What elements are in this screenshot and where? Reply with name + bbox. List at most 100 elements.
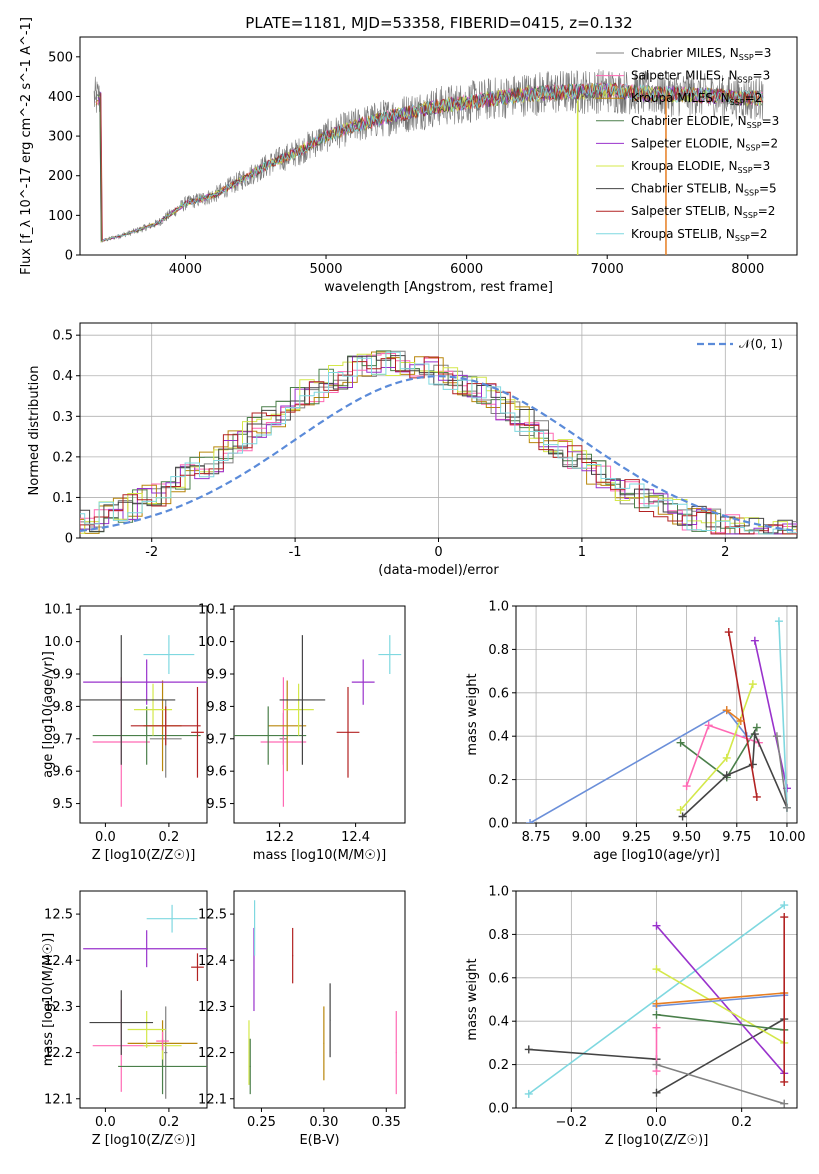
y-tick-label: 9.9	[52, 668, 73, 683]
weight-point	[678, 812, 687, 821]
axes-residuals: -2 -1 0 1 2 0 0.1 0.2 0.3 0.4 0.5 (data-model)/erro…	[27, 322, 798, 578]
x-tick-label: 0.0	[95, 830, 116, 845]
legend-value: =3	[753, 159, 771, 173]
legend-entry: Chabrier STELIB, NSSP=5	[631, 182, 777, 198]
axes-age-vs-Z: 0.0 0.2 9.5 9.6 9.7 9.8 9.9 10.0 10.1 Z [log10(Z/…	[41, 603, 208, 863]
axes-mass-vs-EBV: 0.25 0.30 0.35 12.1 12.2 12.3 12.4 12.5 E(B-V)	[198, 890, 406, 1148]
weight-point	[748, 760, 757, 769]
x-axis-label: Z [log10(Z/Z☉)]	[92, 1133, 196, 1148]
errorbars-age-vs-Z	[80, 635, 207, 807]
y-tick-label: 300	[48, 130, 73, 145]
errorbars-mass-vs-Z	[83, 904, 207, 1099]
weight-line	[728, 631, 758, 798]
y-tick-label: 9.5	[206, 797, 227, 812]
x-tick-label: -2	[145, 545, 158, 560]
axes-mass-vs-Z: 0.0 0.2 12.1 12.2 12.3 12.4 12.5 Z [log10(Z/Z☉)…	[41, 890, 208, 1148]
weight-line	[726, 709, 742, 722]
y-tick-label: 0.1	[52, 491, 73, 506]
histogram-kroupa-stelib	[80, 351, 797, 535]
model-line-chabrier-stelib	[99, 82, 763, 242]
x-tick-label: 12.4	[341, 830, 370, 845]
y-tick-label: 12.3	[198, 1000, 227, 1015]
y-tick-label: 1.0	[488, 885, 509, 900]
y-tick-label: 9.6	[206, 765, 227, 780]
histogram-chabrier-miles	[80, 350, 797, 535]
legend-value: =2	[745, 91, 763, 105]
y-tick-label: 9.7	[52, 732, 73, 747]
x-tick-label: 9.25	[622, 830, 651, 845]
y-axis-label: Flux [f_λ 10^-17 erg cm^-2 s^-1 A^-1]	[19, 17, 34, 275]
y-tick-label: 9.5	[52, 797, 73, 812]
axes-frame	[515, 890, 798, 1109]
legend-value: =3	[753, 69, 771, 83]
y-tick-label: 0	[65, 249, 73, 264]
x-tick-label: 0	[434, 545, 442, 560]
x-axis-label: (data-model)/error	[378, 563, 499, 578]
y-tick-label: 0.2	[488, 1058, 509, 1073]
y-tick-label: 0.3	[52, 410, 73, 425]
weight-point	[704, 721, 713, 730]
x-tick-label: 8000	[731, 262, 764, 277]
weight-point	[652, 965, 661, 974]
weight-line	[778, 621, 788, 808]
weight-line	[656, 1018, 785, 1094]
y-axis-label: Normed distribution	[27, 366, 42, 496]
weight-line	[528, 904, 785, 1095]
errorbars-age-vs-mass	[234, 635, 402, 807]
legend-entry: Chabrier MILES, NSSP=3	[631, 46, 771, 62]
y-tick-label: 100	[48, 209, 73, 224]
y-tick-label: 0.4	[488, 1015, 509, 1030]
weight-point	[652, 1088, 661, 1097]
legend-entry: Chabrier ELODIE, NSSP=3	[631, 114, 779, 130]
spectrum-lines	[93, 69, 764, 255]
axes-frame	[233, 605, 406, 824]
weight-point	[524, 1089, 533, 1098]
weight-line	[656, 968, 785, 1044]
x-tick-label: 0.0	[646, 1115, 667, 1130]
weight-point	[782, 803, 791, 812]
weight-point	[526, 819, 535, 823]
y-tick-label: 10.1	[44, 603, 73, 618]
y-tick-label: 9.9	[206, 668, 227, 683]
weight-point	[722, 771, 731, 780]
axes-frame	[79, 605, 208, 824]
y-tick-label: 1.0	[488, 600, 509, 615]
axes-frame	[79, 322, 798, 539]
weight-point	[722, 706, 731, 715]
weight-point	[780, 1099, 789, 1108]
y-tick-label: 0.4	[52, 369, 73, 384]
axes-mass-weight-vs-Z: −0.2 0.0 0.2 0.0 0.2 0.4 0.6 0.8 1.0 Z [log10(Z/Z…	[465, 885, 798, 1148]
weight-point	[750, 636, 759, 645]
y-tick-label: 10.1	[198, 603, 227, 618]
y-tick-label: 400	[48, 90, 73, 105]
legend-value: =2	[758, 204, 776, 218]
legend-entry: Salpeter STELIB, NSSP=2	[631, 204, 775, 220]
legend-value: =3	[754, 46, 772, 60]
x-tick-label: 9.50	[672, 830, 701, 845]
weight-point	[752, 723, 761, 732]
x-tick-label: 10.00	[768, 830, 805, 845]
y-tick-label: 10.0	[198, 635, 227, 650]
legend-subscript: SSP	[738, 166, 753, 175]
legend-entry: Kroupa ELODIE, NSSP=3	[631, 159, 770, 175]
x-tick-label: 0.35	[372, 1115, 401, 1130]
weight-point	[652, 921, 661, 930]
axes-frame	[233, 890, 406, 1109]
legend-subscript: SSP	[744, 189, 759, 198]
figure-title: PLATE=1181, MJD=53358, FIBERID=0415, z=0…	[245, 14, 632, 32]
x-tick-label: 9.75	[722, 830, 751, 845]
x-tick-label: 8.75	[522, 830, 551, 845]
axes-spectrum: 4000 5000 6000 7000 8000 0 100 200 300 400 500 wave…	[19, 17, 798, 295]
y-tick-label: 0.2	[488, 773, 509, 788]
y-tick-label: 12.1	[44, 1092, 73, 1107]
y-tick-label: 0.8	[488, 643, 509, 658]
y-axis-label: age [log10(age/yr)]	[41, 651, 56, 778]
y-tick-label: 0.6	[488, 686, 509, 701]
weight-point	[736, 717, 745, 726]
legend-subscript: SSP	[747, 121, 762, 130]
legend-entry: Kroupa MILES, NSSP=2	[631, 91, 762, 107]
legend-value: =2	[760, 136, 778, 150]
weight-point	[750, 730, 759, 739]
weight-line	[656, 992, 785, 1005]
